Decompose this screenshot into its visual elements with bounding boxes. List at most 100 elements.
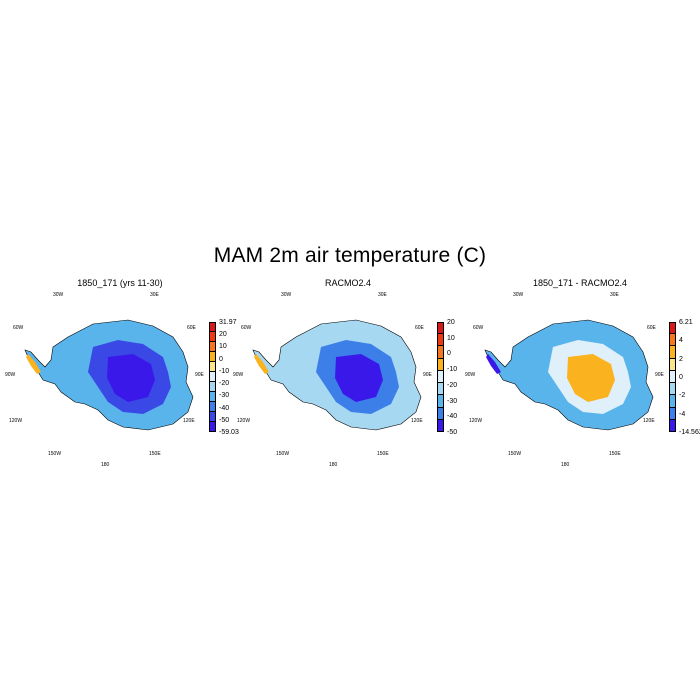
longitude-label-30w: 30W bbox=[513, 292, 524, 298]
longitude-label-120e: 120E bbox=[183, 418, 195, 424]
peninsula-warm-coast bbox=[26, 354, 41, 374]
longitude-label-30e: 30E bbox=[378, 292, 387, 298]
longitude-label-60e: 60E bbox=[187, 325, 196, 331]
longitude-label-120w: 120W bbox=[469, 418, 483, 424]
longitude-label-150w: 150W bbox=[276, 451, 290, 457]
longitude-label-30w: 30W bbox=[53, 292, 64, 298]
colorbar-tick-label: -10 bbox=[447, 366, 458, 374]
longitude-label-180: 180 bbox=[329, 462, 338, 468]
longitude-label-30w: 30W bbox=[281, 292, 292, 298]
colorbar-tick-label: 10 bbox=[447, 334, 455, 342]
colorbar-segment bbox=[437, 383, 444, 396]
colorbar-tick-label: -40 bbox=[219, 404, 230, 412]
colorbar-segment bbox=[209, 362, 216, 372]
longitude-label-90w: 90W bbox=[465, 372, 476, 378]
colorbar-tick-label: -2 bbox=[679, 392, 686, 400]
antarctica-map bbox=[24, 319, 194, 431]
colorbar-segment bbox=[209, 322, 216, 332]
longitude-label-60e: 60E bbox=[415, 325, 424, 331]
figure-title: MAM 2m air temperature (C) bbox=[213, 244, 487, 267]
longitude-label-90e: 90E bbox=[423, 372, 432, 378]
colorbar-tick-label: -40 bbox=[447, 413, 458, 421]
panel-title: 1850_171 (yrs 11-30) bbox=[77, 278, 163, 288]
colorbar-tick-label: 6.21 bbox=[679, 319, 693, 326]
colorbar bbox=[437, 322, 444, 432]
longitude-label-120w: 120W bbox=[237, 418, 251, 424]
peninsula-warm-coast bbox=[254, 354, 269, 374]
colorbar-tick-label: -50 bbox=[447, 429, 458, 436]
longitude-label-60w: 60W bbox=[13, 325, 24, 331]
longitude-label-180: 180 bbox=[561, 462, 570, 468]
longitude-label-90e: 90E bbox=[195, 372, 204, 378]
colorbar-segment bbox=[209, 392, 216, 402]
colorbar-segment bbox=[669, 419, 676, 432]
colorbar-segment bbox=[669, 334, 676, 347]
colorbar-tick-label: 2 bbox=[679, 355, 683, 363]
longitude-label-60w: 60W bbox=[241, 325, 252, 331]
longitude-label-30e: 30E bbox=[610, 292, 619, 298]
colorbar-tick-label: -30 bbox=[447, 397, 458, 405]
colorbar-segment bbox=[437, 322, 444, 335]
colorbar-tick-label: -4 bbox=[679, 410, 686, 418]
colorbar bbox=[669, 322, 676, 432]
ice-sheet-core bbox=[335, 354, 383, 402]
colorbar-tick-label: -59.03 bbox=[219, 429, 239, 436]
colorbar-tick-label: 10 bbox=[219, 343, 227, 351]
colorbar-segment bbox=[209, 422, 216, 432]
longitude-label-90e: 90E bbox=[655, 372, 664, 378]
colorbar-segment bbox=[437, 395, 444, 408]
panel-title: 1850_171 - RACMO2.4 bbox=[532, 278, 628, 288]
map-panel-model: 1850_171 (yrs 11-30) 30W 30E 60W 60E 90W 90E 12… bbox=[5, 272, 239, 468]
colorbar-segment bbox=[437, 370, 444, 384]
longitude-label-30e: 30E bbox=[150, 292, 159, 298]
longitude-label-90w: 90W bbox=[5, 372, 16, 378]
colorbar-tick-label: 0 bbox=[219, 355, 223, 363]
colorbar-segment bbox=[209, 382, 216, 392]
colorbar-segment bbox=[437, 346, 444, 359]
longitude-label-150w: 150W bbox=[48, 451, 62, 457]
longitude-label-150e: 150E bbox=[377, 451, 389, 457]
longitude-label-60w: 60W bbox=[473, 325, 484, 331]
colorbar-segment bbox=[669, 383, 676, 396]
colorbar-tick-label: 31.97 bbox=[219, 319, 237, 326]
longitude-label-60e: 60E bbox=[647, 325, 656, 331]
colorbar-segment bbox=[669, 370, 676, 384]
colorbar-segment bbox=[209, 412, 216, 422]
longitude-label-90w: 90W bbox=[233, 372, 244, 378]
colorbar-tick-label: 4 bbox=[679, 337, 683, 345]
colorbar-tick-label: 0 bbox=[447, 350, 451, 358]
ice-sheet-core bbox=[567, 354, 615, 402]
colorbar-tick-label: 20 bbox=[219, 331, 227, 339]
longitude-label-180: 180 bbox=[101, 462, 110, 468]
ice-sheet-core bbox=[107, 354, 155, 402]
panel-title: RACMO2.4 bbox=[324, 278, 371, 288]
longitude-label-120e: 120E bbox=[411, 418, 423, 424]
colorbar-segment bbox=[437, 407, 444, 420]
antarctica-map bbox=[252, 319, 422, 431]
colorbar-segment bbox=[209, 332, 216, 342]
colorbar-segment bbox=[669, 395, 676, 408]
colorbar-segment bbox=[437, 419, 444, 432]
colorbar-segment bbox=[209, 402, 216, 412]
colorbar bbox=[209, 322, 216, 432]
colorbar-segment bbox=[437, 334, 444, 347]
colorbar-tick-label: -20 bbox=[447, 381, 458, 389]
colorbar-tick-label: -20 bbox=[219, 380, 230, 388]
colorbar-segment bbox=[209, 352, 216, 362]
antarctica-map bbox=[484, 319, 654, 431]
longitude-label-150e: 150E bbox=[149, 451, 161, 457]
colorbar-segment bbox=[669, 407, 676, 420]
colorbar-tick-label: -14.562 bbox=[679, 429, 700, 436]
longitude-label-120e: 120E bbox=[643, 418, 655, 424]
colorbar-segment bbox=[669, 322, 676, 335]
colorbar-tick-label: -30 bbox=[219, 392, 230, 400]
longitude-label-150w: 150W bbox=[508, 451, 522, 457]
colorbar-segment bbox=[669, 346, 676, 359]
colorbar-tick-label: 20 bbox=[447, 319, 455, 326]
longitude-label-120w: 120W bbox=[9, 418, 23, 424]
colorbar-segment bbox=[669, 358, 676, 371]
colorbar-segment bbox=[437, 358, 444, 371]
colorbar-segment bbox=[209, 342, 216, 352]
colorbar-tick-label: 0 bbox=[679, 374, 683, 381]
peninsula-warm-coast bbox=[486, 354, 501, 374]
